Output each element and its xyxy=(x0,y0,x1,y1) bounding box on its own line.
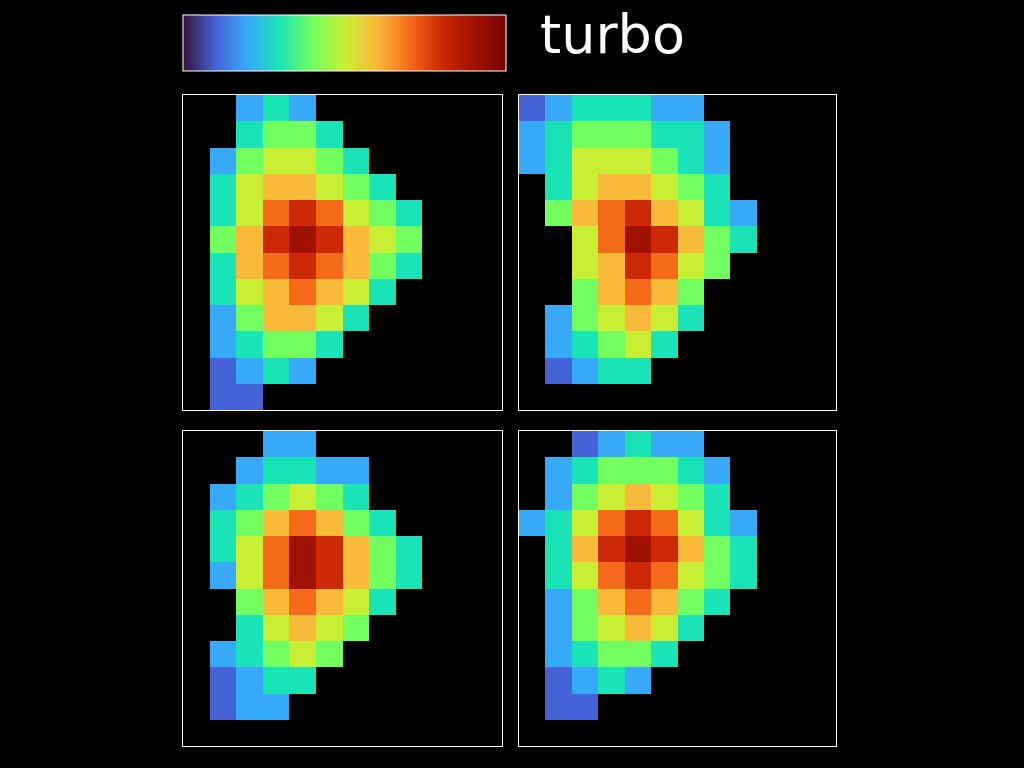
svg-text:turbo: turbo xyxy=(540,3,685,66)
